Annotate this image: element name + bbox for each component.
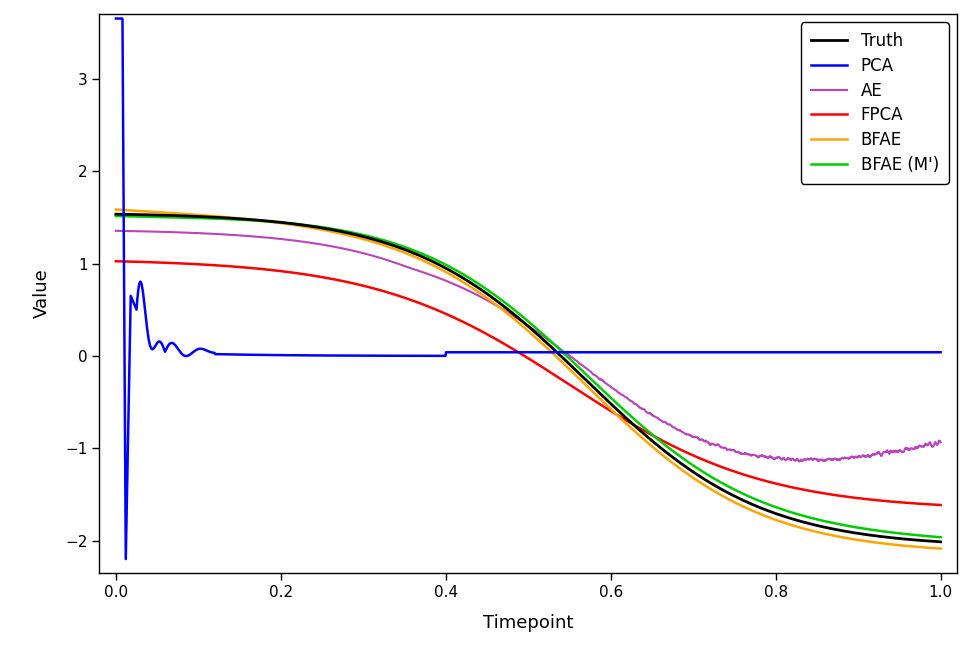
BFAE xyxy=(511,318,522,326)
Truth xyxy=(759,505,771,513)
Truth xyxy=(911,536,922,544)
Legend: Truth, PCA, AE, FPCA, BFAE, BFAE (M'): Truth, PCA, AE, FPCA, BFAE, BFAE (M') xyxy=(800,22,949,184)
PCA xyxy=(489,349,501,357)
Line: BFAE: BFAE xyxy=(116,210,941,548)
BFAE (M') xyxy=(110,212,121,220)
BFAE (M') xyxy=(911,531,922,539)
PCA xyxy=(152,338,164,346)
Y-axis label: Value: Value xyxy=(33,269,51,318)
PCA xyxy=(911,349,922,357)
PCA xyxy=(110,14,121,22)
AE xyxy=(911,443,922,451)
AE xyxy=(152,228,164,236)
BFAE (M') xyxy=(152,213,164,221)
BFAE xyxy=(911,543,922,551)
PCA xyxy=(911,349,922,357)
AE xyxy=(489,301,501,308)
PCA xyxy=(512,349,523,357)
BFAE (M') xyxy=(935,533,947,541)
Truth xyxy=(511,313,522,321)
BFAE (M') xyxy=(511,308,522,316)
FPCA xyxy=(759,477,771,485)
AE xyxy=(110,227,121,235)
AE xyxy=(935,438,947,446)
Line: PCA: PCA xyxy=(116,18,941,559)
AE xyxy=(793,457,805,465)
FPCA xyxy=(911,500,922,507)
Truth xyxy=(110,210,121,218)
AE xyxy=(511,314,522,322)
PCA xyxy=(120,555,132,563)
BFAE xyxy=(152,208,164,216)
BFAE xyxy=(759,512,771,520)
Truth xyxy=(489,296,501,304)
BFAE (M') xyxy=(911,531,922,539)
BFAE xyxy=(911,543,922,551)
Line: AE: AE xyxy=(116,231,941,461)
X-axis label: Timepoint: Timepoint xyxy=(483,614,574,632)
Line: FPCA: FPCA xyxy=(116,261,941,505)
FPCA xyxy=(110,257,121,265)
PCA xyxy=(760,349,772,357)
AE xyxy=(911,444,922,451)
Truth xyxy=(152,211,164,219)
Truth xyxy=(935,538,947,546)
BFAE (M') xyxy=(489,291,501,299)
FPCA xyxy=(935,501,947,509)
BFAE xyxy=(110,206,121,214)
Line: Truth: Truth xyxy=(116,214,941,542)
FPCA xyxy=(911,500,922,507)
AE xyxy=(759,453,771,461)
FPCA xyxy=(511,347,522,355)
FPCA xyxy=(152,258,164,266)
FPCA xyxy=(489,335,501,343)
BFAE xyxy=(489,300,501,308)
Truth xyxy=(911,536,922,544)
Line: BFAE (M'): BFAE (M') xyxy=(116,216,941,537)
BFAE (M') xyxy=(759,500,771,507)
BFAE xyxy=(935,544,947,552)
PCA xyxy=(935,349,947,357)
